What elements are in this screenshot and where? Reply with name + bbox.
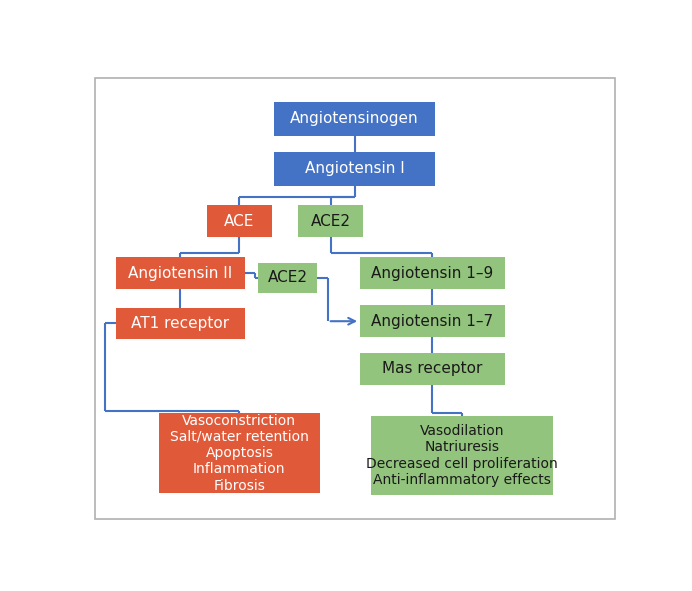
Text: ACE2: ACE2: [311, 213, 351, 229]
Text: Angiotensin 1–7: Angiotensin 1–7: [372, 314, 493, 329]
Text: ACE2: ACE2: [268, 271, 308, 285]
FancyBboxPatch shape: [371, 415, 553, 495]
FancyBboxPatch shape: [207, 205, 271, 237]
FancyBboxPatch shape: [258, 263, 317, 293]
Text: Angiotensin II: Angiotensin II: [128, 266, 233, 281]
FancyBboxPatch shape: [116, 258, 245, 290]
FancyBboxPatch shape: [360, 353, 505, 385]
Text: Angiotensin I: Angiotensin I: [304, 161, 405, 176]
FancyBboxPatch shape: [95, 78, 614, 519]
Text: Angiotensin 1–9: Angiotensin 1–9: [372, 266, 493, 281]
Text: Vasoconstriction
Salt/water retention
Apoptosis
Inflammation
Fibrosis: Vasoconstriction Salt/water retention Ap…: [170, 414, 309, 492]
FancyBboxPatch shape: [360, 258, 505, 290]
FancyBboxPatch shape: [274, 152, 435, 186]
Text: Mas receptor: Mas receptor: [382, 362, 482, 376]
FancyBboxPatch shape: [298, 205, 363, 237]
Text: ACE: ACE: [224, 213, 255, 229]
FancyBboxPatch shape: [159, 413, 320, 493]
Text: Angiotensinogen: Angiotensinogen: [291, 111, 419, 126]
Text: AT1 receptor: AT1 receptor: [131, 316, 230, 331]
FancyBboxPatch shape: [360, 306, 505, 337]
FancyBboxPatch shape: [116, 307, 245, 339]
Text: Vasodilation
Natriuresis
Decreased cell proliferation
Anti-inflammatory effects: Vasodilation Natriuresis Decreased cell …: [366, 424, 558, 487]
FancyBboxPatch shape: [274, 102, 435, 136]
